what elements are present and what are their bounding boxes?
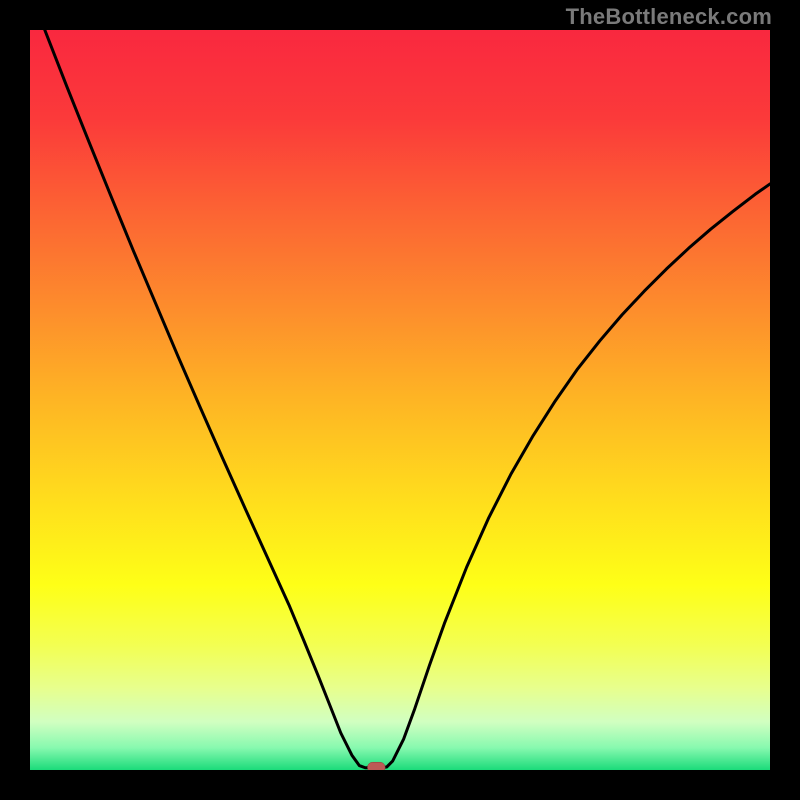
bottleneck-chart xyxy=(30,30,770,770)
chart-frame: { "watermark": { "text": "TheBottleneck.… xyxy=(0,0,800,800)
watermark-text: TheBottleneck.com xyxy=(566,4,772,30)
plot-background xyxy=(30,30,770,770)
minimum-marker xyxy=(367,762,385,770)
